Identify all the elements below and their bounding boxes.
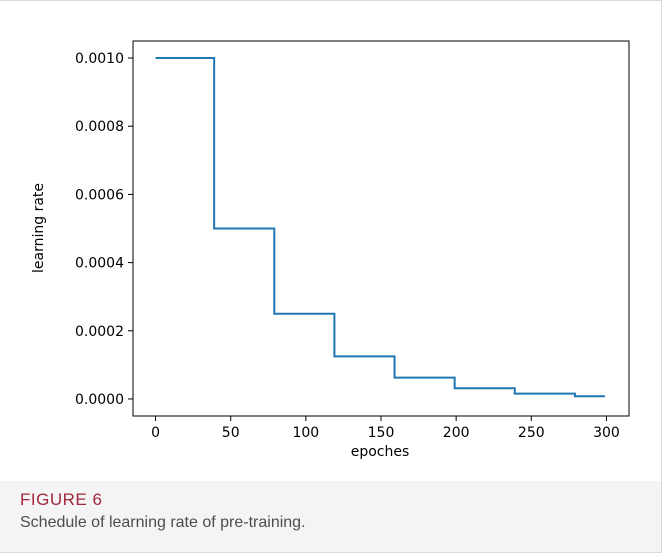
y-tick-label: 0.0006 <box>75 187 124 203</box>
x-axis-label: epoches <box>351 444 410 460</box>
x-axis-ticks: 0 50 100 150 200 250 300 <box>151 416 620 441</box>
figure-caption: Schedule of learning rate of pre-trainin… <box>20 514 306 531</box>
y-axis-label: learning rate <box>31 183 47 273</box>
x-tick-label: 50 <box>222 425 240 441</box>
caption-panel <box>0 481 661 552</box>
y-tick-label: 0.0002 <box>75 324 124 340</box>
y-tick-label: 0.0004 <box>75 256 124 272</box>
y-tick-label: 0.0010 <box>75 51 124 67</box>
learning-rate-chart: 0 50 100 150 200 250 300 0.00000.00020.00040.0… <box>31 40 630 460</box>
plot-frame <box>132 40 630 417</box>
y-tick-label: 0.0008 <box>75 119 124 135</box>
series-line-0 <box>155 57 605 398</box>
x-tick-label: 300 <box>593 425 620 441</box>
series-layer <box>155 57 605 398</box>
x-tick-label: 0 <box>151 425 160 441</box>
y-axis-ticks: 0.0000 0.0002 0.0004 0.0006 0.0008 0.0010 <box>75 51 133 408</box>
x-tick-label: 150 <box>368 425 395 441</box>
plot-area: 0 50 100 150 200 250 300 0.00000.00020.00040.0… <box>75 40 630 441</box>
figure-label: FIGURE 6 <box>20 490 103 509</box>
x-tick-label: 100 <box>292 425 319 441</box>
x-tick-label: 200 <box>443 425 470 441</box>
y-tick-label: 0.0000 <box>75 392 124 408</box>
x-tick-label: 250 <box>518 425 545 441</box>
